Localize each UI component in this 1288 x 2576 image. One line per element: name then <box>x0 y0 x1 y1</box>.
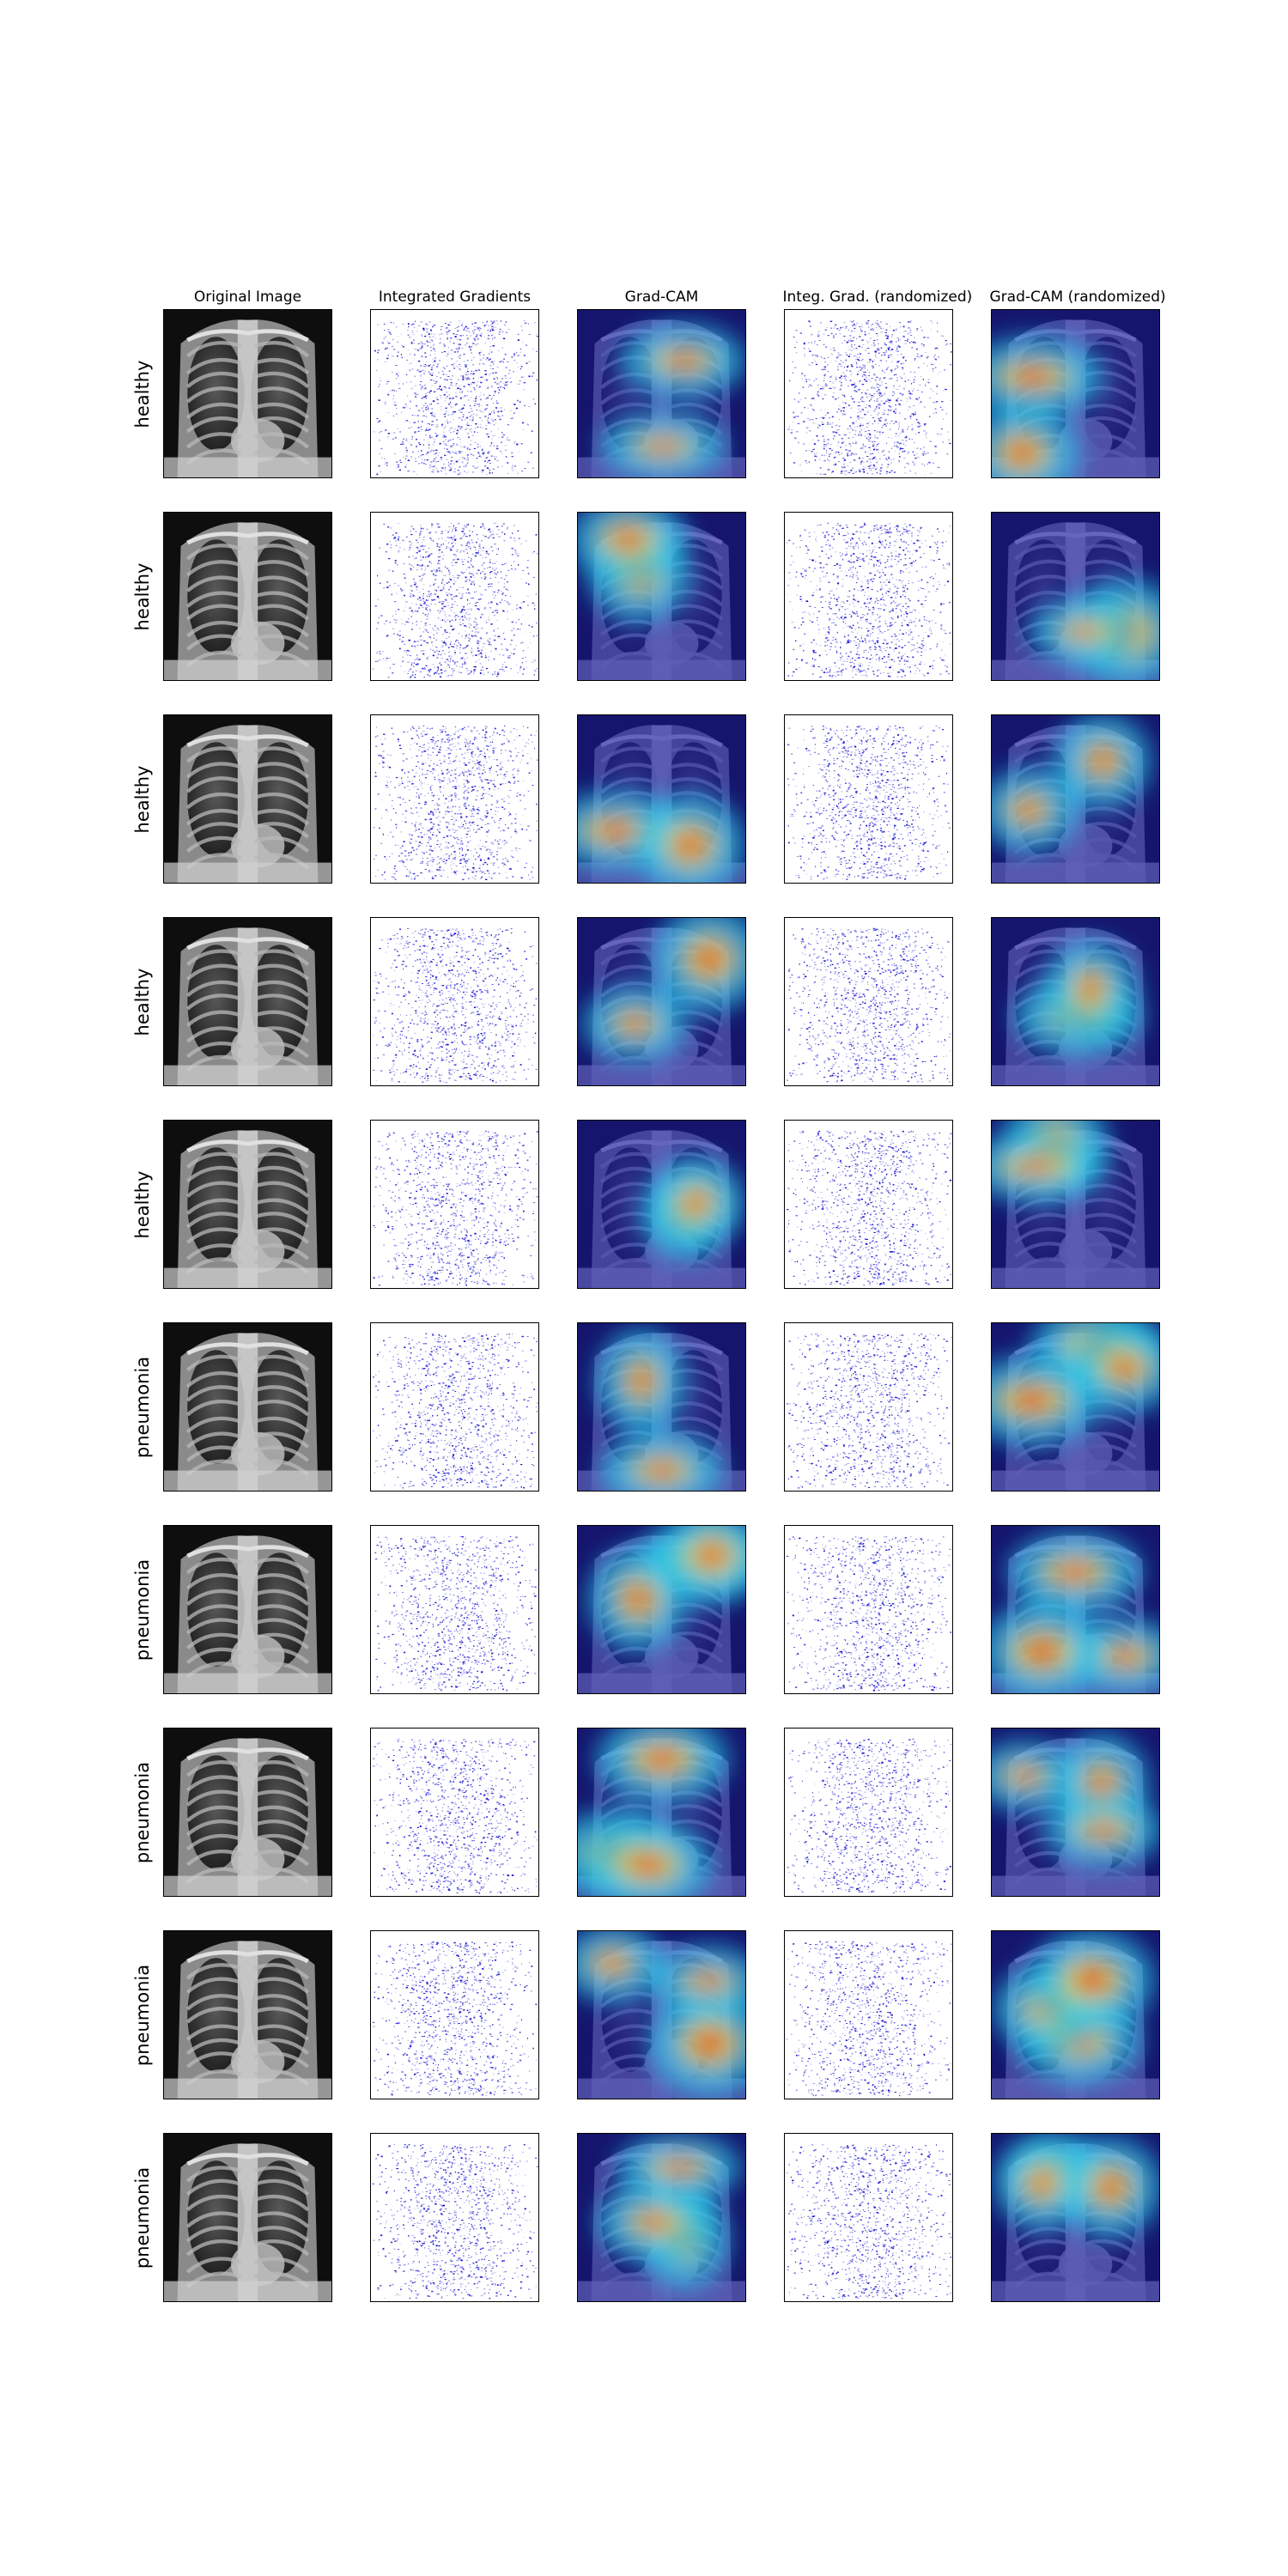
integrated-gradients-map <box>784 1728 953 1897</box>
gradcam-heatmap <box>577 512 746 681</box>
column-title: Original Image <box>162 289 334 306</box>
xray-image <box>163 917 332 1086</box>
gradcam-heatmap <box>577 714 746 884</box>
integrated-gradients-map <box>784 1525 953 1694</box>
xray-image <box>163 512 332 681</box>
xray-image <box>163 1120 332 1289</box>
integrated-gradients-map <box>784 1930 953 2099</box>
gradcam-heatmap <box>991 1525 1160 1694</box>
column-title: Integ. Grad. (randomized) <box>783 289 973 306</box>
xray-image <box>163 714 332 884</box>
gradcam-heatmap <box>991 1728 1160 1897</box>
integrated-gradients-map <box>370 2133 539 2302</box>
column-title: Integrated Gradients <box>369 289 541 306</box>
row-label: healthy <box>132 511 153 683</box>
integrated-gradients-map <box>370 1120 539 1289</box>
integrated-gradients-map <box>784 2133 953 2302</box>
xray-image <box>163 1322 332 1492</box>
column-title: Grad-CAM <box>576 289 748 306</box>
gradcam-heatmap <box>577 917 746 1086</box>
gradcam-heatmap <box>577 309 746 478</box>
xray-image <box>163 1728 332 1897</box>
integrated-gradients-map <box>370 1930 539 2099</box>
xray-image <box>163 309 332 478</box>
gradcam-heatmap <box>991 917 1160 1086</box>
gradcam-heatmap <box>991 2133 1160 2302</box>
integrated-gradients-map <box>370 309 539 478</box>
integrated-gradients-map <box>370 1728 539 1897</box>
integrated-gradients-map <box>370 714 539 884</box>
gradcam-heatmap <box>991 1322 1160 1492</box>
integrated-gradients-map <box>784 714 953 884</box>
integrated-gradients-map <box>784 917 953 1086</box>
integrated-gradients-map <box>370 1525 539 1694</box>
integrated-gradients-map <box>370 917 539 1086</box>
row-label: pneumonia <box>132 2132 153 2304</box>
row-label: pneumonia <box>132 1727 153 1899</box>
gradcam-heatmap <box>991 309 1160 478</box>
gradcam-heatmap <box>577 2133 746 2302</box>
integrated-gradients-map <box>370 1322 539 1492</box>
integrated-gradients-map <box>784 1120 953 1289</box>
row-label: healthy <box>132 916 153 1088</box>
gradcam-heatmap <box>577 1322 746 1492</box>
gradcam-heatmap <box>577 1930 746 2099</box>
row-label: healthy <box>132 1119 153 1291</box>
row-label: pneumonia <box>132 1929 153 2101</box>
xray-image <box>163 1525 332 1694</box>
gradcam-heatmap <box>991 714 1160 884</box>
gradcam-heatmap <box>991 512 1160 681</box>
integrated-gradients-map <box>784 1322 953 1492</box>
gradcam-heatmap <box>991 1120 1160 1289</box>
row-label: pneumonia <box>132 1524 153 1696</box>
xray-image <box>163 1930 332 2099</box>
integrated-gradients-map <box>784 309 953 478</box>
row-label: pneumonia <box>132 1321 153 1493</box>
gradcam-heatmap <box>577 1120 746 1289</box>
gradcam-heatmap <box>577 1525 746 1694</box>
row-label: healthy <box>132 714 153 885</box>
row-label: healthy <box>132 308 153 480</box>
column-title: Grad-CAM (randomized) <box>990 289 1166 306</box>
integrated-gradients-map <box>784 512 953 681</box>
gradcam-heatmap <box>577 1728 746 1897</box>
integrated-gradients-map <box>370 512 539 681</box>
xray-image <box>163 2133 332 2302</box>
gradcam-heatmap <box>991 1930 1160 2099</box>
